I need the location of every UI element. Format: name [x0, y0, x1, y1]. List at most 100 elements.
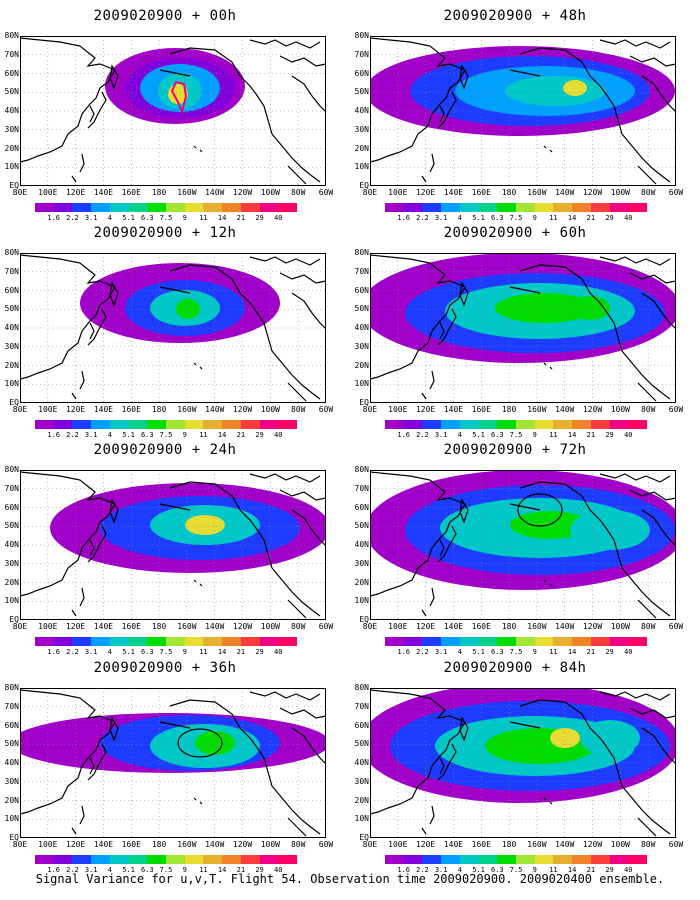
colorbar-swatch — [259, 420, 279, 429]
colorbar-swatch — [35, 420, 55, 429]
longitude-label: 100E — [38, 622, 58, 631]
coastline — [370, 471, 466, 597]
colorbar-label: 14 — [567, 648, 577, 656]
coastline — [159, 721, 191, 729]
coastline — [20, 471, 116, 597]
variance-shading — [195, 731, 235, 755]
colorbar-label: 11 — [199, 866, 208, 874]
coastline — [249, 473, 326, 501]
colorbar-label: 29 — [255, 431, 264, 439]
colorbar-swatch — [91, 637, 111, 646]
colorbar: 1.6 2.2 3.1 4 5.1 6.3 7.5 9 11 14 21 29 40 — [35, 203, 298, 225]
colorbar-label: 40 — [624, 866, 633, 874]
coastline — [437, 91, 457, 129]
longitude-label: 160E — [121, 405, 141, 414]
latitude-label: 40N — [4, 540, 19, 549]
longitude-label: 140W — [205, 188, 225, 197]
longitude-label: 60W — [318, 840, 334, 849]
colorbar-swatch — [534, 203, 554, 212]
colorbar-swatch — [459, 203, 480, 212]
longitude-label: 100W — [260, 188, 280, 197]
coastline — [437, 525, 457, 563]
longitude-label: 100W — [610, 405, 630, 414]
coastline — [109, 716, 119, 742]
longitude-label: 180 — [151, 622, 167, 631]
colorbar-label: 1.6 — [397, 431, 411, 439]
colorbar-label: 29 — [605, 214, 614, 222]
map-panel: 2009020900 + 48h 80N 70N 60N 50N 40N 30N 20N 10N… — [350, 8, 684, 222]
colorbar-swatch — [35, 855, 55, 864]
colorbar-label: 29 — [255, 866, 264, 874]
coastline — [169, 264, 321, 400]
colorbar-label: 21 — [586, 431, 596, 439]
colorbar-label: 3.1 — [84, 648, 98, 656]
longitude-label: 160W — [177, 188, 197, 197]
colorbar-label: 2.2 — [66, 648, 79, 656]
colorbar-swatch — [572, 420, 592, 429]
colorbar-swatch — [553, 203, 573, 212]
coastline — [509, 721, 541, 729]
colorbar-swatch — [278, 203, 298, 212]
panel-title: 2009020900 + 12h — [93, 225, 237, 241]
latitude-label: 60N — [354, 68, 369, 78]
colorbar-label: 1.6 — [397, 648, 411, 656]
map-border — [20, 470, 326, 620]
latitude-label: EQ — [359, 615, 369, 624]
colorbar-label: 5.1 — [122, 648, 135, 656]
colorbar-swatch — [184, 420, 204, 429]
latitude-label: EQ — [359, 833, 369, 842]
latitude-label: 60N — [4, 720, 19, 730]
coastline — [169, 481, 321, 617]
colorbar-label: 40 — [624, 431, 633, 439]
longitude-label: 60W — [318, 622, 334, 631]
colorbar-swatch — [553, 855, 573, 864]
colorbar-swatch — [240, 420, 261, 429]
latitude-label: 80N — [354, 248, 369, 257]
colorbar-label: 29 — [255, 214, 264, 222]
colorbar-label: 9 — [182, 866, 187, 874]
longitude-label: 80W — [290, 840, 306, 849]
coastline — [249, 256, 326, 284]
longitude-label: 120E — [65, 622, 86, 631]
colorbar-label: 1.6 — [47, 431, 61, 439]
latitude-label: 30N — [354, 776, 369, 786]
longitude-label: 140W — [555, 405, 575, 414]
colorbar-label: 7.5 — [509, 648, 523, 656]
coastline — [249, 39, 326, 67]
colorbar-swatch — [422, 855, 442, 864]
longitude-label: 120E — [65, 840, 86, 849]
colorbar-swatch — [166, 203, 186, 212]
colorbar-swatch — [497, 855, 517, 864]
latitude-label: 70N — [4, 266, 19, 276]
coastline — [291, 727, 326, 765]
coastline — [437, 308, 457, 346]
colorbar-label: 2.2 — [66, 214, 79, 222]
map-canvas — [20, 36, 326, 186]
longitude-label: 100E — [38, 405, 58, 414]
latitude-label: 70N — [354, 483, 369, 493]
longitude-label: 140W — [205, 405, 225, 414]
colorbar-label: 4 — [457, 214, 462, 222]
coastline — [519, 699, 671, 835]
colorbar-swatch — [478, 637, 498, 646]
colorbar-label: 3.1 — [84, 214, 98, 222]
colorbar-swatch — [91, 855, 111, 864]
colorbar-swatch — [222, 855, 242, 864]
coastline — [421, 587, 435, 617]
longitude-label: 120E — [415, 840, 436, 849]
coastline — [159, 286, 191, 294]
colorbar-label: 1.6 — [397, 866, 411, 874]
latitude-label: 50N — [4, 87, 19, 97]
map-panel: 2009020900 + 36h 80N 70N 60N 50N 40N 30N 20N 10N… — [0, 660, 334, 874]
coastline — [459, 716, 469, 742]
colorbar-swatch — [497, 420, 517, 429]
coastline — [459, 64, 469, 90]
colorbar-label: 14 — [217, 648, 227, 656]
coastline — [20, 689, 116, 815]
colorbar-label: 14 — [567, 431, 577, 439]
colorbar: 1.6 2.2 3.1 4 5.1 6.3 7.5 9 11 14 21 29 40 — [385, 420, 648, 442]
longitude-label: 120E — [65, 188, 86, 197]
colorbar-swatch — [259, 637, 279, 646]
map-panel: 2009020900 + 12h 80N 70N 60N 50N 40N 30N 20N 10N… — [0, 225, 334, 439]
colorbar-swatch — [222, 420, 242, 429]
